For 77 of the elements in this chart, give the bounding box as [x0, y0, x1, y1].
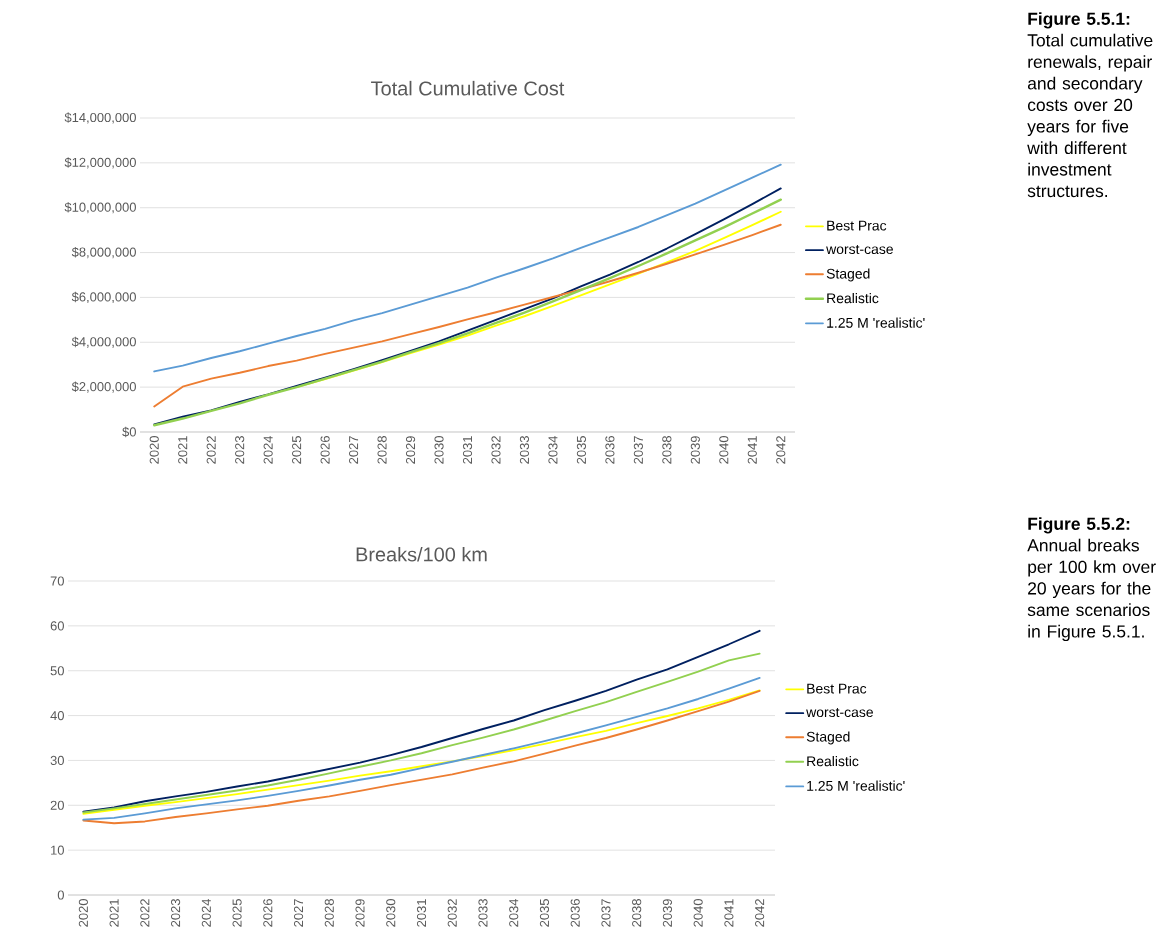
x-tick-label: 2022 [140, 899, 150, 927]
x-tick-label: 2028 [324, 899, 334, 927]
legend-label: 1.25 M 'realistic' [807, 780, 905, 791]
x-tick-label: 2039 [662, 899, 672, 927]
x-tick-label: 2039 [690, 436, 700, 464]
x-tick-label: 2026 [263, 899, 273, 927]
y-tick-label: 30 [50, 755, 64, 766]
text: Figure 5.5.2: Annual breaks per 100 km over 20 years for the same scenarios in Figure 5.5.1. [1027, 517, 1156, 642]
y-tick-label: $8,000,000 [71, 246, 136, 259]
x-tick-label: 2038 [632, 899, 642, 927]
x-tick-label: 2023 [235, 436, 245, 464]
x-tick-label: 2032 [447, 899, 457, 927]
x-tick-label: 2030 [434, 436, 444, 464]
legend-label: Best Prac [827, 220, 887, 231]
x-tick-label: 2041 [724, 899, 734, 927]
legend-label: worst-case [806, 707, 873, 718]
x-tick-label: 2042 [776, 436, 786, 464]
x-tick-label: 2029 [355, 899, 365, 927]
x-tick-label: 2022 [206, 436, 216, 464]
x-tick-label: 2027 [349, 436, 359, 464]
y-tick-label: $6,000,000 [71, 291, 136, 304]
x-tick-label: 2026 [320, 436, 330, 464]
x-tick-label: 2021 [109, 899, 119, 927]
x-tick-label: 2038 [662, 436, 672, 464]
x-tick-label: 2025 [292, 436, 302, 464]
y-tick-label: 60 [50, 621, 64, 631]
x-tick-label: 2036 [605, 436, 615, 464]
x-tick-label: 2028 [377, 436, 387, 464]
legend-label: Realistic [827, 292, 879, 304]
x-tick-label: 2020 [78, 899, 88, 927]
y-tick-label: $12,000,000 [64, 157, 136, 169]
y-tick-label: 50 [50, 666, 64, 676]
chart-title: Total Cumulative Cost [371, 80, 565, 96]
x-tick-label: 2040 [693, 899, 703, 927]
x-tick-label: 2040 [719, 436, 729, 464]
y-tick-label: $4,000,000 [71, 336, 136, 348]
x-tick-label: 2030 [386, 899, 396, 927]
legend-label: worst-case [826, 244, 893, 255]
y-tick-label: 0 [57, 890, 64, 900]
y-tick-label: 20 [50, 800, 64, 810]
x-tick-label: 2034 [548, 435, 558, 464]
chart-title: Breaks/100 km [356, 546, 487, 562]
x-tick-label: 2033 [519, 436, 530, 464]
x-tick-label: 2033 [478, 899, 488, 927]
legend-label: Staged [826, 268, 870, 282]
y-tick-label: $10,000,000 [64, 202, 136, 214]
x-tick-label: 2029 [405, 436, 416, 464]
y-tick-label: $0 [122, 426, 136, 438]
x-tick-label: 2020 [149, 436, 159, 464]
x-tick-label: 2023 [171, 899, 181, 927]
x-tick-label: 2034 [509, 898, 519, 927]
x-tick-label: 2035 [539, 899, 550, 927]
x-tick-label: 2025 [232, 899, 242, 927]
legend-label: Realistic [807, 755, 859, 767]
x-tick-label: 2035 [576, 436, 586, 464]
x-tick-label: 2021 [178, 436, 188, 464]
legend-label: 1.25 M 'realistic' [827, 317, 925, 328]
x-tick-label: 2024 [201, 898, 211, 927]
line-series [153, 223, 782, 408]
y-tick-label: 10 [51, 845, 64, 855]
y-tick-label: $2,000,000 [71, 381, 136, 393]
x-tick-label: 2031 [462, 436, 473, 464]
y-tick-label: 40 [50, 710, 64, 721]
x-tick-label: 2042 [755, 899, 765, 927]
x-tick-label: 2032 [491, 436, 501, 464]
x-tick-label: 2037 [601, 899, 611, 927]
x-tick-label: 2027 [293, 899, 304, 927]
legend-label: Best Prac [807, 683, 867, 694]
y-tick-label: $14,000,000 [64, 112, 136, 124]
x-tick-label: 2041 [747, 436, 757, 464]
x-tick-label: 2031 [416, 899, 427, 927]
text: Figure 5.5.1: Total cumulative renewals, repair and secondary costs over 20 years for five with different investment structures. [1027, 12, 1153, 198]
legend-label: Staged [806, 731, 850, 745]
x-tick-label: 2037 [633, 436, 643, 464]
y-tick-label: 70 [50, 576, 64, 586]
x-tick-label: 2036 [570, 899, 580, 927]
x-tick-label: 2024 [263, 435, 273, 464]
